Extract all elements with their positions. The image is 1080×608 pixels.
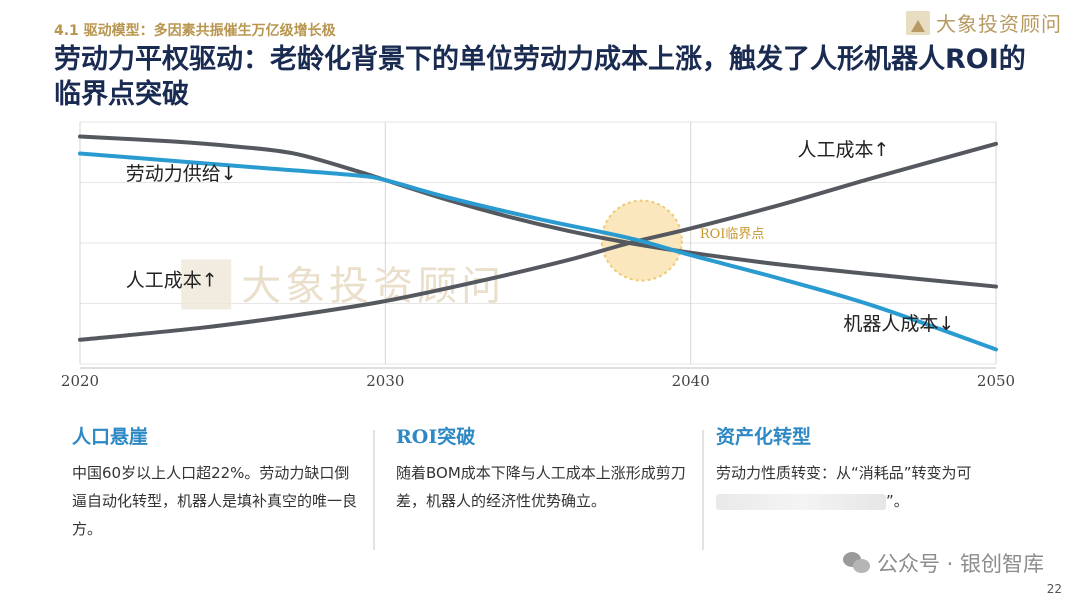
roi-critical-point-label: ROI临界点 [700, 227, 765, 242]
column-text-start: 劳动力性质转变：从“消耗品”转变为可 [716, 464, 972, 482]
column-population: 人口悬崖 中国60岁以上人口超22%。劳动力缺口倒逼自动化转型，机器人是填补真空… [72, 422, 362, 543]
brand-logo: 大象投资顾问 [906, 8, 1062, 37]
wechat-icon [842, 552, 871, 574]
section-tag: 4.1 驱动模型：多因素共振催生万亿级增长极 [54, 23, 336, 39]
column-text: 随着BOM成本下降与人工成本上涨形成剪刀差，机器人的经济性优势确立。 [396, 464, 686, 510]
column-heading: 人口悬崖 [72, 426, 149, 448]
column-text-end: ”。 [886, 492, 909, 510]
page-title: 劳动力平权驱动：老龄化背景下的单位劳动力成本上涨，触发了人形机器人ROI的临界点… [54, 44, 1026, 110]
series-annotation: 劳动力供给↓ [126, 163, 237, 185]
column-heading: ROI突破 [396, 426, 476, 448]
obscured-text [716, 493, 886, 510]
x-tick-label: 2050 [977, 372, 1015, 390]
info-columns: 人口悬崖 中国60岁以上人口超22%。劳动力缺口倒逼自动化转型，机器人是填补真空… [54, 422, 1034, 572]
column-asset: 资产化转型 劳动力性质转变：从“消耗品”转变为可 ”。 [716, 422, 1006, 515]
x-tick-label: 2020 [61, 372, 99, 390]
column-text: 劳动力性质转变：从“消耗品”转变为可 ”。 [716, 459, 1006, 515]
series-annotation: 机器人成本↓ [843, 313, 954, 335]
series-line-labor-cost [78, 141, 998, 342]
x-tick-label: 2040 [672, 372, 710, 390]
series-line-labor-supply [78, 134, 998, 289]
watermark-logo-icon [181, 259, 232, 310]
logo-text: 大象投资顾问 [936, 12, 1062, 36]
column-roi: ROI突破 随着BOM成本下降与人工成本上涨形成剪刀差，机器人的经济性优势确立。 [396, 422, 686, 515]
footer-watermark: 公众号 · 银创智库 [842, 548, 1044, 578]
column-text: 中国60岁以上人口超22%。劳动力缺口倒逼自动化转型，机器人是填补真空的唯一良方… [72, 464, 358, 538]
column-divider [373, 430, 375, 550]
column-divider [702, 430, 704, 550]
page-number: 22 [1046, 582, 1062, 596]
series-line-robot-cost [78, 151, 998, 352]
footer-watermark-text: 公众号 · 银创智库 [876, 552, 1044, 576]
logo-mark-icon [906, 10, 930, 35]
series-annotation: 人工成本↑ [798, 139, 890, 161]
x-tick-label: 2030 [366, 372, 404, 390]
series-annotation: 人工成本↑ [126, 270, 218, 292]
column-heading: 资产化转型 [716, 426, 812, 448]
